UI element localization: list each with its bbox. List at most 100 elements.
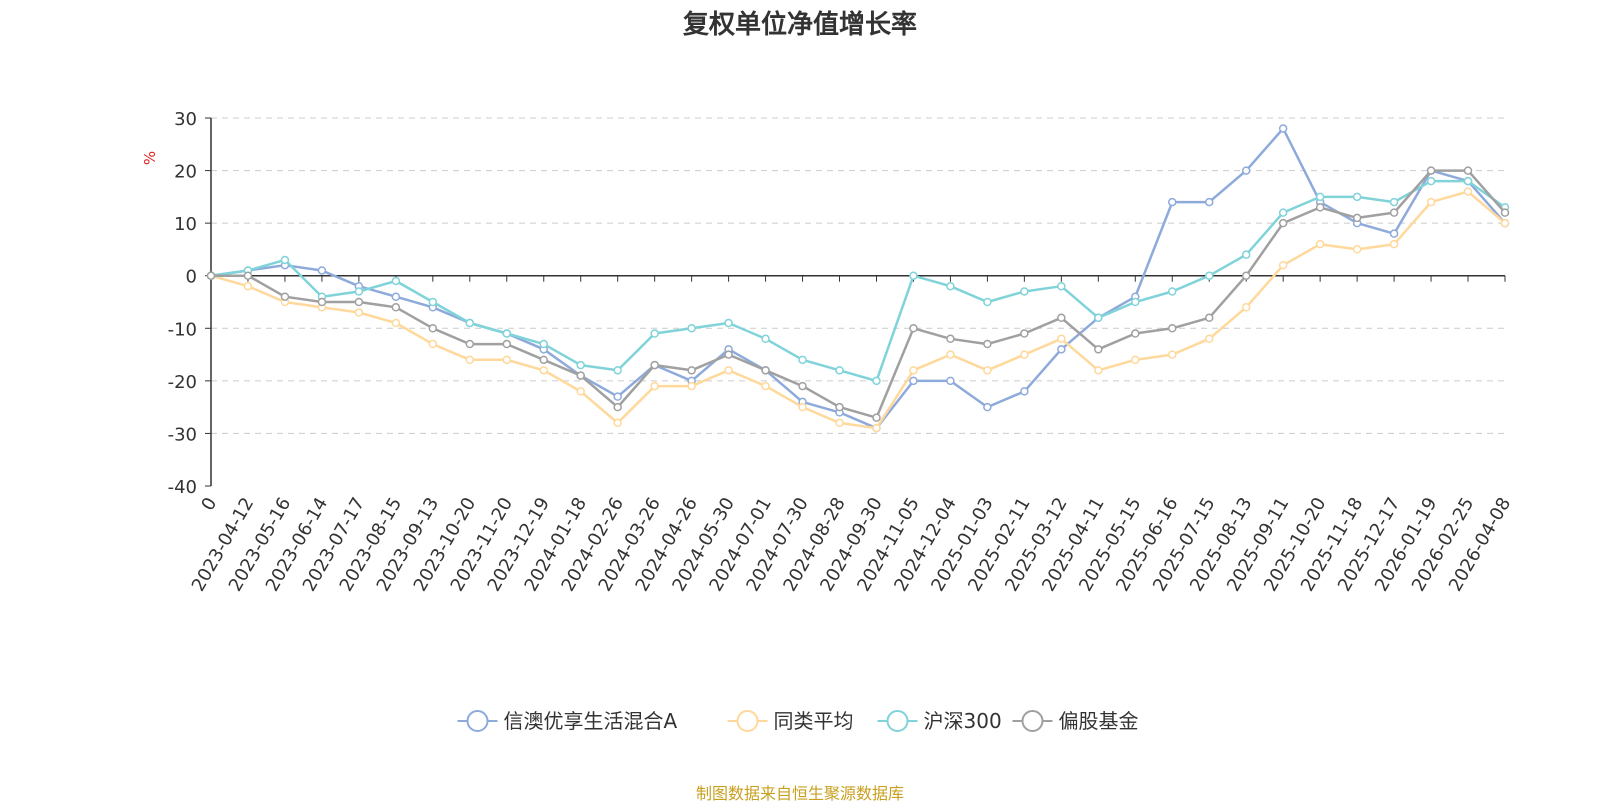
data-point bbox=[539, 366, 548, 375]
data-point bbox=[1241, 166, 1251, 175]
legend-item[interactable]: 沪深300 bbox=[877, 709, 1002, 733]
data-point bbox=[1168, 197, 1177, 207]
data-point bbox=[1020, 329, 1029, 338]
data-point bbox=[613, 402, 622, 412]
y-tick-label: -10 bbox=[168, 319, 197, 340]
data-point bbox=[650, 329, 659, 338]
data-point bbox=[1057, 281, 1066, 291]
legend[interactable]: 信澳优享生活混合A 同类平均 沪深300 偏股基金 bbox=[457, 709, 1139, 733]
data-point bbox=[280, 292, 290, 301]
data-point bbox=[798, 381, 807, 391]
data-point bbox=[1020, 287, 1029, 296]
data-point bbox=[391, 276, 401, 286]
y-tick-label: -20 bbox=[168, 372, 197, 393]
data-point bbox=[539, 355, 548, 365]
data-point bbox=[1278, 124, 1288, 133]
data-point bbox=[909, 271, 918, 280]
data-point bbox=[1389, 229, 1399, 238]
legend-item[interactable]: 偏股基金 bbox=[1012, 709, 1139, 733]
data-point bbox=[465, 355, 475, 365]
data-point bbox=[872, 423, 881, 433]
data-point bbox=[391, 318, 401, 328]
data-point bbox=[724, 318, 733, 328]
data-point bbox=[983, 402, 992, 412]
data-point bbox=[1389, 208, 1399, 217]
data-point bbox=[761, 334, 770, 344]
chart-title: 复权单位净值增长率 bbox=[682, 10, 917, 40]
data-point bbox=[1057, 334, 1066, 344]
data-point bbox=[909, 324, 918, 333]
series-line bbox=[210, 127, 1506, 430]
y-tick-label: -40 bbox=[168, 477, 197, 498]
data-point bbox=[576, 387, 585, 396]
data-point bbox=[1389, 239, 1399, 249]
data-point bbox=[983, 297, 992, 307]
data-point bbox=[909, 366, 918, 375]
legend-item[interactable]: 信澳优享生活混合A bbox=[457, 709, 678, 733]
data-point bbox=[1094, 366, 1103, 375]
data-point bbox=[946, 281, 955, 291]
data-point bbox=[613, 392, 622, 401]
series-line bbox=[210, 179, 1506, 383]
data-point bbox=[317, 297, 327, 307]
data-point bbox=[1020, 350, 1029, 359]
data-point bbox=[1241, 303, 1251, 312]
y-tick-label: 0 bbox=[186, 267, 197, 288]
data-point bbox=[872, 413, 881, 422]
legend-circle-icon bbox=[736, 710, 759, 732]
data-point bbox=[502, 355, 512, 365]
legend-circle-icon bbox=[886, 710, 909, 732]
legend-label: 信澳优享生活混合A bbox=[504, 709, 678, 733]
data-point bbox=[835, 418, 844, 428]
data-point bbox=[354, 297, 364, 307]
series-line bbox=[211, 169, 1506, 419]
series-line bbox=[210, 190, 1506, 430]
data-point bbox=[576, 371, 585, 380]
data-point bbox=[1241, 250, 1251, 259]
data-point bbox=[946, 376, 955, 386]
axis-layer: 3020100-10-20-30-4002023-04-122023-05-16… bbox=[168, 109, 1516, 595]
data-point bbox=[280, 255, 290, 265]
data-point bbox=[613, 366, 622, 375]
data-point bbox=[761, 366, 770, 375]
data-point bbox=[1168, 350, 1177, 359]
data-point bbox=[761, 381, 770, 391]
data-point bbox=[465, 339, 475, 349]
data-point bbox=[1352, 245, 1362, 254]
y-tick-label: 30 bbox=[174, 109, 197, 130]
data-point bbox=[428, 339, 438, 349]
data-point bbox=[1020, 387, 1029, 396]
data-point bbox=[206, 271, 216, 280]
data-point bbox=[1352, 213, 1362, 223]
data-point bbox=[354, 308, 364, 317]
legend-item[interactable]: 同类平均 bbox=[727, 709, 854, 733]
data-point bbox=[1131, 329, 1140, 338]
data-point bbox=[946, 350, 955, 359]
data-point bbox=[872, 376, 881, 386]
data-point bbox=[1131, 355, 1140, 365]
data-point bbox=[1389, 197, 1399, 207]
data-point bbox=[1500, 208, 1510, 217]
data-point bbox=[983, 339, 992, 349]
data-point bbox=[1315, 192, 1325, 202]
data-point bbox=[1131, 297, 1140, 307]
data-point bbox=[576, 360, 585, 370]
data-point bbox=[1278, 260, 1288, 270]
x-tick-label: 0 bbox=[197, 494, 221, 514]
data-point bbox=[1057, 345, 1066, 354]
data-point bbox=[428, 324, 438, 333]
data-point bbox=[1315, 239, 1325, 249]
data-point bbox=[391, 303, 401, 312]
data-point bbox=[613, 418, 622, 428]
data-point bbox=[1426, 176, 1436, 186]
data-point bbox=[502, 339, 512, 349]
data-point bbox=[687, 366, 696, 375]
data-point bbox=[243, 281, 253, 291]
data-point bbox=[1204, 197, 1214, 207]
data-point bbox=[650, 381, 659, 391]
data-point bbox=[983, 366, 992, 375]
data-point bbox=[539, 339, 548, 349]
data-point bbox=[835, 366, 844, 375]
data-point bbox=[354, 287, 364, 296]
